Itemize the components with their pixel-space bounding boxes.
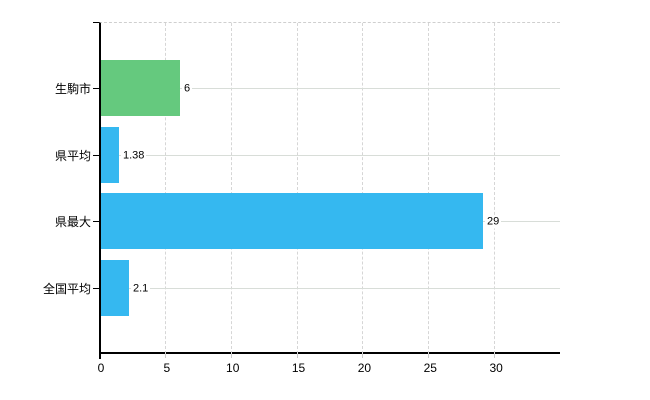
y-axis-tick <box>93 154 99 156</box>
category-gridline <box>101 287 560 289</box>
x-axis-tick-label: 25 <box>423 361 437 375</box>
x-axis-tick-label: 0 <box>97 361 105 375</box>
y-axis-tick <box>93 221 99 223</box>
bar-生駒市 <box>101 60 180 116</box>
bar-value-label: 2.1 <box>131 282 151 296</box>
x-axis-tick <box>494 354 496 358</box>
x-axis-tick-label: 5 <box>163 361 171 375</box>
x-axis-tick-label: 15 <box>291 361 306 375</box>
x-axis-origin-tick <box>99 354 101 359</box>
bar-全国平均 <box>101 260 129 316</box>
category-label: 県最大 <box>54 215 91 230</box>
x-axis-tick <box>164 354 166 358</box>
y-axis-tick <box>93 88 99 90</box>
bar-県最大 <box>101 193 483 249</box>
bar-value-label: 6 <box>182 82 193 96</box>
x-gridline <box>428 23 430 354</box>
bar-value-label: 1.38 <box>121 149 147 163</box>
category-label: 県平均 <box>54 148 91 163</box>
x-gridline <box>494 23 496 354</box>
x-axis-tick-label: 10 <box>226 361 240 375</box>
x-axis-tick <box>230 354 232 358</box>
x-axis-tick-label: 30 <box>489 361 503 375</box>
y-axis-tick <box>93 287 99 289</box>
plot-area <box>99 22 560 354</box>
y-axis-end-tick <box>93 22 99 23</box>
bar-value-label: 29 <box>485 215 502 229</box>
x-axis-tick <box>296 354 298 358</box>
x-axis-tick <box>362 354 364 358</box>
x-axis-tick <box>428 354 430 358</box>
category-gridline <box>101 154 560 156</box>
category-gridline <box>101 88 560 90</box>
x-gridline <box>362 23 364 354</box>
x-gridline <box>230 23 232 354</box>
category-label: 全国平均 <box>42 281 91 296</box>
x-axis-tick-label: 20 <box>357 361 372 375</box>
bar-県平均 <box>101 127 119 183</box>
category-label: 生駒市 <box>54 82 91 97</box>
x-gridline <box>296 23 298 354</box>
x-gridline <box>164 23 166 354</box>
